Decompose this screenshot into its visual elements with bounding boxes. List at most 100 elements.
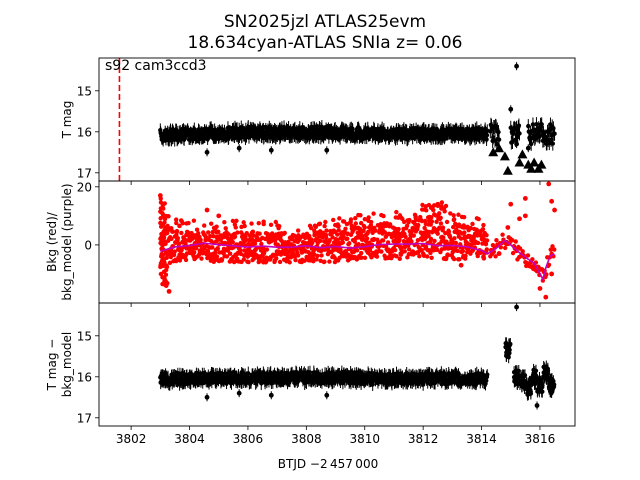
bkg-outlier-point [435, 201, 441, 207]
bkg-point [353, 221, 359, 226]
bkg-point [163, 272, 169, 277]
bkg-point [173, 258, 179, 264]
bkg-point [212, 226, 218, 232]
bkg-point [322, 259, 327, 264]
top-point [517, 131, 522, 136]
bkg-point [174, 220, 179, 226]
bkg-point [550, 244, 555, 249]
bkg-point [161, 235, 167, 240]
top-outlier-point [236, 145, 242, 151]
bkg-point [312, 228, 317, 233]
bkg-point [441, 206, 447, 211]
bkg-point [403, 234, 408, 240]
middle-ytick-label: 20 [77, 180, 92, 194]
bkg-outlier-point [546, 181, 552, 187]
bkg-point [425, 254, 430, 259]
bkg-point [246, 259, 251, 265]
bkg-point [324, 228, 329, 233]
bkg-point [428, 236, 434, 242]
top-upper-limit-marker [494, 143, 505, 153]
bkg-outlier-point [505, 225, 511, 230]
top-point [550, 141, 556, 146]
bkg-point [287, 260, 292, 265]
bkg-point [169, 226, 174, 231]
bkg-point [241, 257, 247, 262]
bkg-point [456, 212, 461, 217]
bkg-point [494, 238, 499, 243]
bkg-point [419, 218, 425, 224]
bkg-point [234, 218, 239, 224]
bkg-point [249, 221, 254, 226]
top-outlier-point [508, 106, 514, 112]
bkg-point [434, 219, 439, 225]
bkg-point [251, 256, 257, 261]
bkg-point [548, 247, 553, 252]
bkg-outlier-point [552, 207, 557, 213]
bkg-point [268, 222, 274, 228]
bkg-point [513, 239, 518, 244]
bkg-point [160, 243, 165, 248]
bkg-point [243, 237, 249, 242]
bkg-point [158, 220, 163, 226]
bkg-point [475, 240, 481, 246]
bkg-point [450, 239, 455, 244]
bkg-point [327, 259, 332, 264]
bkg-point [317, 238, 323, 244]
bkg-point [463, 253, 468, 259]
bkg-point [167, 260, 173, 266]
bkg-point [343, 226, 348, 232]
bkg-point [322, 223, 327, 229]
bkg-point [290, 250, 296, 256]
bkg-point [256, 220, 261, 226]
bkg-point [274, 256, 279, 261]
bottom-plot-area [158, 303, 557, 410]
top-point [552, 131, 557, 136]
bkg-point [227, 251, 233, 256]
bkg-point [331, 217, 336, 223]
bkg-point [474, 216, 480, 221]
bkg-point [315, 253, 320, 259]
bkg-point [510, 238, 515, 243]
bkg-point [429, 255, 434, 260]
bkg-outlier-point [549, 198, 555, 204]
bkg-point [426, 233, 431, 238]
bkg-point [184, 251, 190, 256]
bkg-outlier-point [157, 193, 163, 198]
bkg-point [373, 228, 378, 233]
bkg-point [230, 239, 235, 245]
bkg-point [432, 238, 437, 244]
bkg-point [340, 240, 346, 245]
bkg-point [362, 255, 368, 261]
bkg-point [183, 257, 189, 263]
middle-ylabel: Bkg (red)/ [45, 211, 59, 272]
bkg-point [214, 254, 220, 259]
bkg-point [158, 200, 164, 205]
bkg-point [335, 232, 340, 237]
bkg-point [404, 223, 410, 228]
bkg-point [224, 230, 229, 235]
bkg-point [503, 245, 508, 251]
bkg-point [338, 247, 343, 252]
bkg-point [435, 231, 440, 236]
bkg-point [158, 260, 164, 266]
top-outlier-point [514, 141, 519, 147]
bkg-point [199, 256, 204, 261]
bkg-point [357, 226, 363, 232]
bkg-point [264, 247, 270, 252]
top-upper-limit-marker [536, 159, 547, 169]
bkg-point [359, 255, 364, 260]
bkg-point [160, 256, 166, 262]
bkg-point [337, 216, 342, 221]
bkg-point [348, 219, 353, 225]
bkg-point [169, 236, 174, 242]
bkg-point [429, 215, 434, 220]
bkg-point [352, 239, 358, 244]
top-plot-area [118, 58, 557, 181]
bkg-point [235, 230, 240, 235]
bkg-outlier-point [204, 207, 210, 213]
bkg-point [230, 218, 236, 224]
bkg-point [210, 245, 215, 250]
bkg-point [438, 215, 443, 221]
bkg-point [481, 222, 486, 228]
